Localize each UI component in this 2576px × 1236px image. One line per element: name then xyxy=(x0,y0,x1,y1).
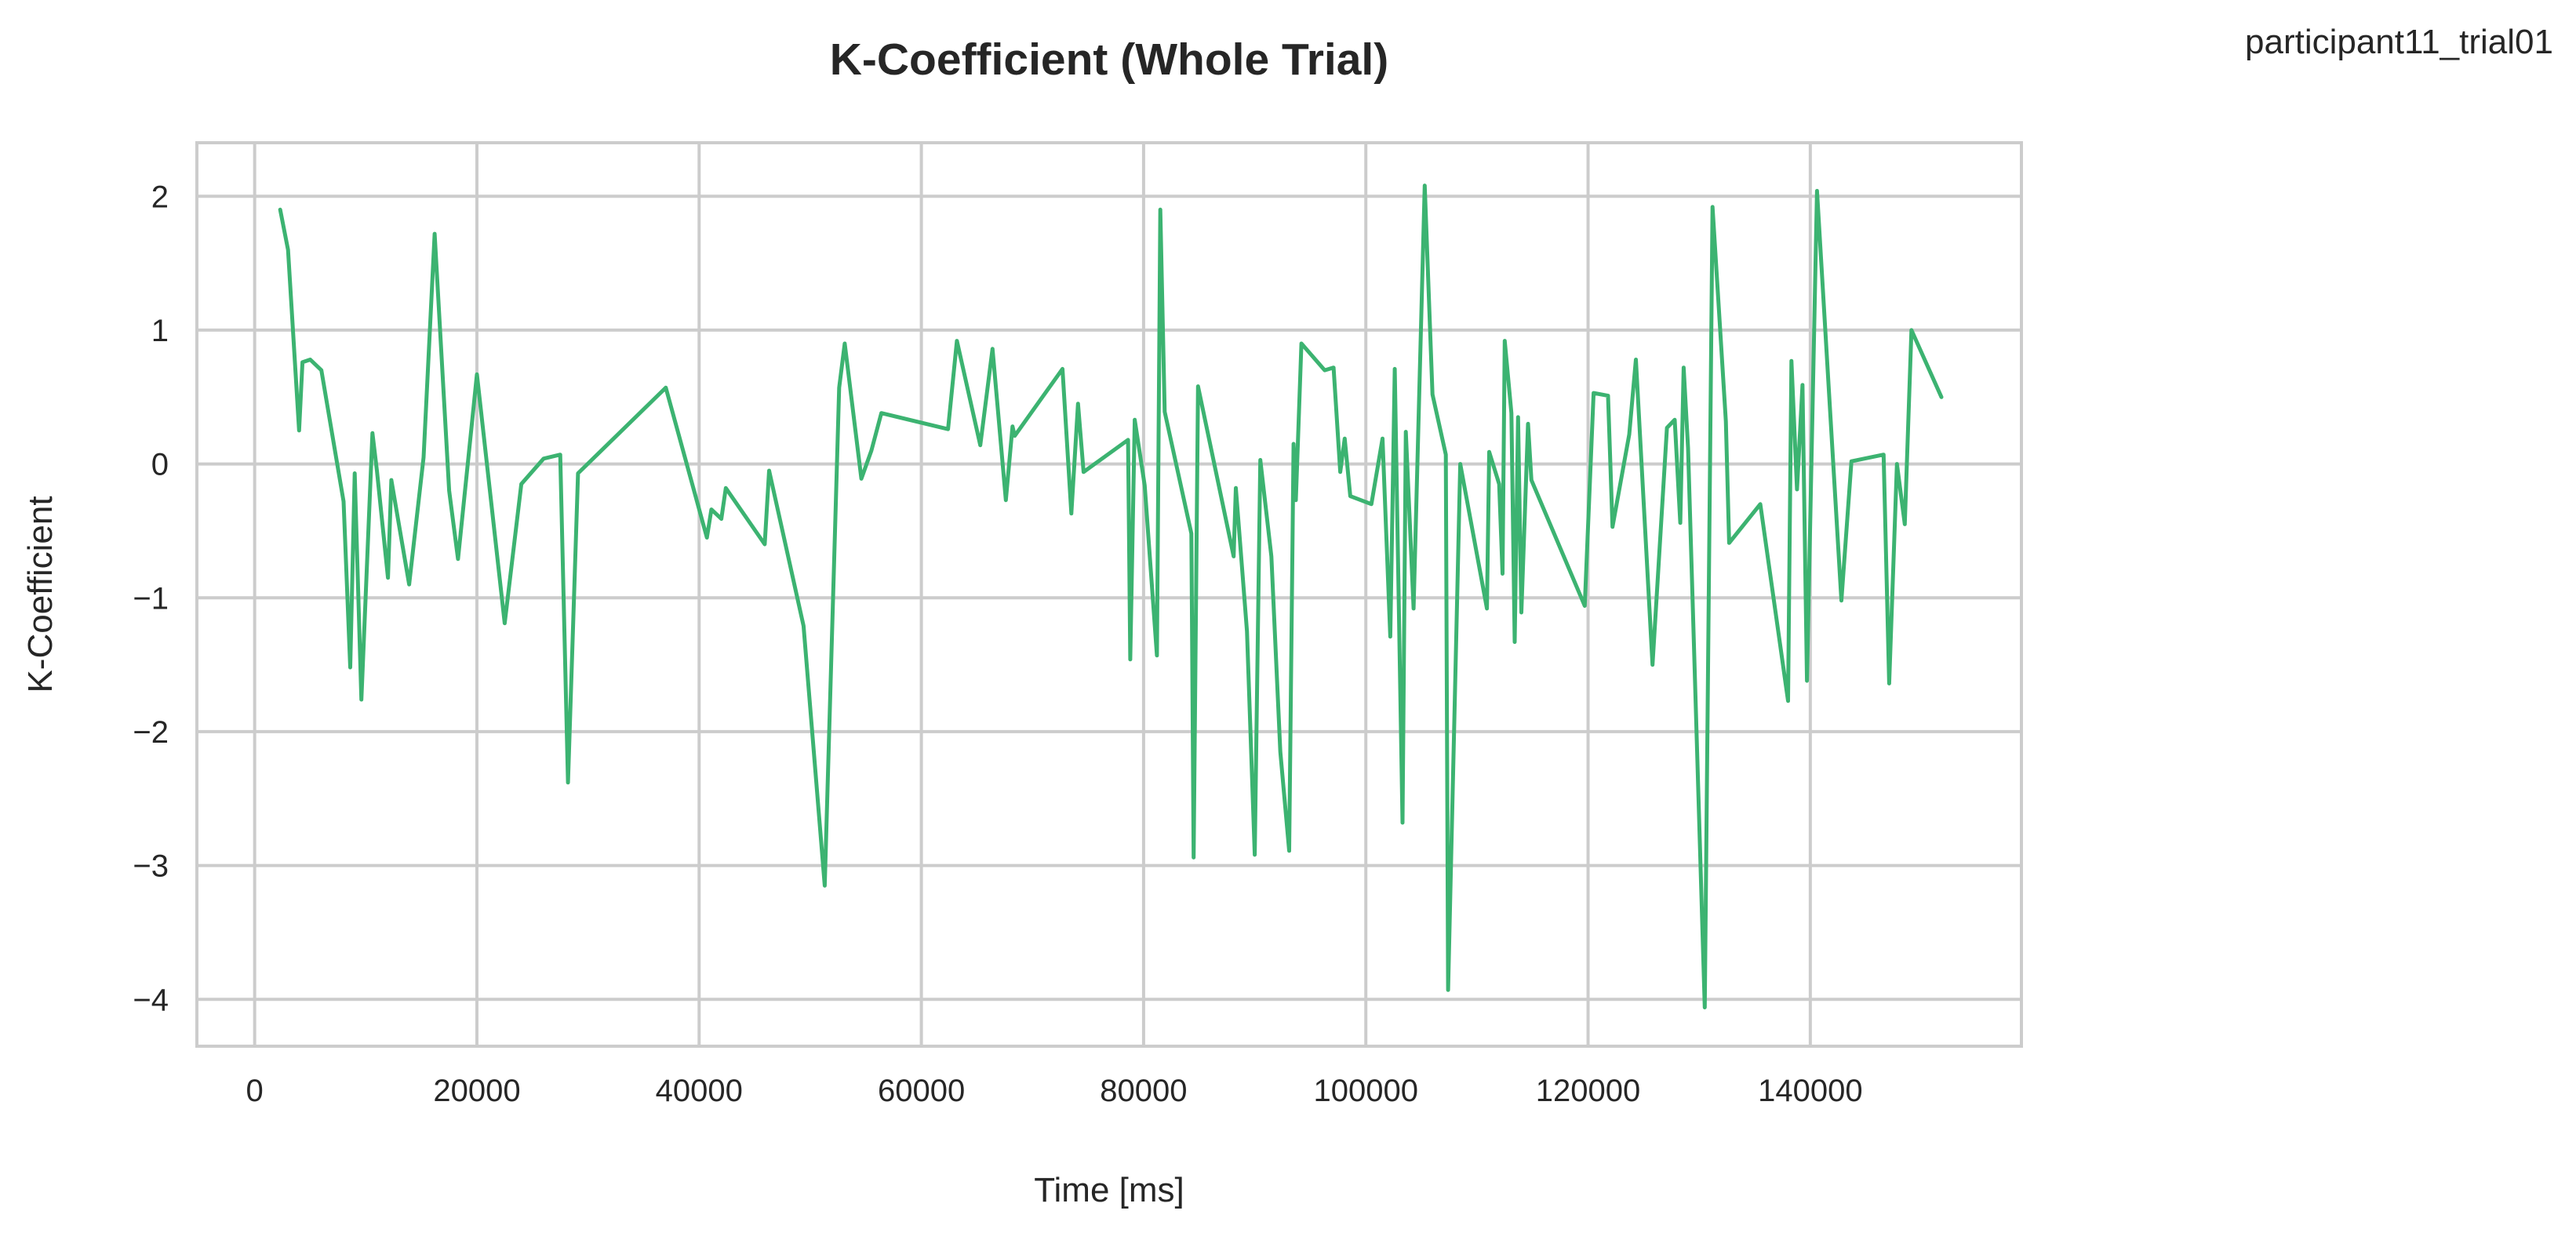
y-tick-label: 1 xyxy=(151,314,169,348)
y-tick-label: 2 xyxy=(151,180,169,214)
y-axis-label: K-Coefficient xyxy=(21,496,60,693)
x-tick-label: 0 xyxy=(246,1074,264,1108)
y-tick-label: −3 xyxy=(133,849,169,884)
y-tick-label: 0 xyxy=(151,448,169,482)
y-tick-label: −1 xyxy=(133,581,169,616)
chart-title: K-Coefficient (Whole Trial) xyxy=(830,35,1389,85)
corner-label: participant11_trial01 xyxy=(2245,23,2553,61)
x-tick-labels: 0 20000 40000 60000 80000 100000 120000 140000 xyxy=(246,1074,1863,1108)
x-tick-label: 40000 xyxy=(656,1074,743,1108)
grid xyxy=(197,143,2021,1046)
x-tick-label: 100000 xyxy=(1313,1074,1417,1108)
series-line xyxy=(278,184,1944,1009)
x-tick-label: 120000 xyxy=(1536,1074,1640,1108)
y-tick-labels: 2 1 0 −1 −2 −3 −4 xyxy=(133,180,169,1017)
x-tick-label: 20000 xyxy=(433,1074,520,1108)
x-tick-label: 140000 xyxy=(1758,1074,1862,1108)
x-axis-label: Time [ms] xyxy=(1034,1171,1184,1209)
x-tick-label: 60000 xyxy=(878,1074,965,1108)
y-tick-label: −4 xyxy=(133,983,169,1017)
y-tick-label: −2 xyxy=(133,715,169,750)
plot-frame xyxy=(195,141,2023,1048)
x-tick-label: 80000 xyxy=(1100,1074,1187,1108)
